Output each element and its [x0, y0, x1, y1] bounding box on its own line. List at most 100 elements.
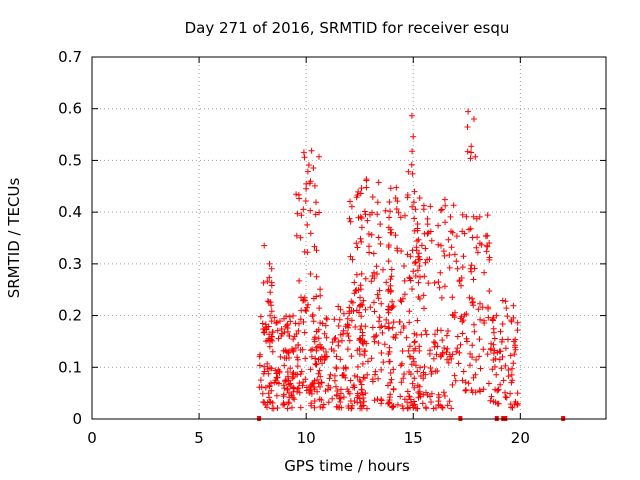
data-point: [340, 327, 347, 334]
data-point: [466, 294, 473, 301]
data-point: [459, 330, 466, 337]
data-point: [386, 400, 392, 407]
data-point: [487, 397, 494, 404]
data-point: [299, 382, 306, 389]
data-point: [471, 116, 477, 122]
data-point: [335, 323, 342, 329]
data-point: [449, 351, 456, 358]
data-point: [409, 170, 416, 177]
data-point: [351, 372, 358, 379]
data-point: [386, 199, 393, 205]
data-point: [319, 320, 326, 327]
data-point: [410, 404, 417, 411]
data-point: [484, 243, 491, 250]
data-point: [358, 270, 365, 277]
data-point: [308, 147, 315, 154]
data-point: [514, 402, 521, 408]
data-point: [296, 389, 303, 396]
data-point: [281, 362, 288, 369]
data-point: [304, 304, 310, 311]
data-point: [387, 185, 394, 192]
data-point: [374, 199, 381, 206]
data-point: [455, 360, 462, 367]
data-point: [322, 322, 329, 329]
data-point: [471, 328, 478, 335]
data-point: [427, 365, 434, 371]
data-point: [405, 168, 412, 175]
data-point: [348, 298, 355, 305]
data-point: [496, 356, 503, 363]
data-point: [409, 148, 416, 155]
data-point: [293, 232, 300, 239]
data-point: [311, 404, 318, 411]
data-point: [446, 252, 453, 258]
data-point: [360, 340, 367, 347]
data-point: [347, 198, 353, 205]
data-point: [411, 227, 418, 234]
data-point: [265, 370, 272, 377]
data-point: [407, 253, 414, 260]
data-point: [450, 202, 457, 209]
data-point: [398, 379, 405, 386]
data-point: [471, 321, 477, 328]
data-point: [266, 331, 273, 338]
data-point: [439, 404, 446, 411]
data-point: [389, 304, 396, 311]
data-point: [485, 304, 491, 311]
data-point: [469, 389, 476, 396]
data-point: [514, 390, 521, 397]
data-point: [307, 207, 314, 214]
data-point: [269, 348, 276, 355]
data-point: [358, 386, 365, 393]
data-point: [357, 235, 364, 242]
data-point: [454, 265, 461, 272]
data-point: [280, 347, 287, 354]
data-point: [328, 346, 335, 353]
data-point: [453, 258, 460, 265]
data-point: [316, 153, 322, 160]
data-point: [503, 305, 510, 312]
data-point: [395, 209, 402, 216]
data-point: [411, 339, 418, 346]
data-point: [303, 308, 310, 314]
data-point: [274, 374, 281, 381]
data-point: [289, 347, 296, 354]
data-point: [410, 199, 417, 206]
data-point: [479, 304, 486, 311]
data-point: [285, 373, 291, 380]
data-point: [268, 282, 275, 289]
data-point: [372, 333, 379, 340]
data-point: [257, 377, 264, 384]
data-point: [468, 143, 475, 150]
data-point: [368, 355, 375, 362]
data-point: [378, 300, 385, 307]
data-point: [337, 394, 344, 401]
data-point: [361, 375, 368, 382]
data-point: [288, 392, 295, 399]
data-point: [421, 305, 427, 312]
y-tick-label: 0: [72, 410, 82, 428]
axis-ticks: [91, 56, 606, 420]
data-point: [486, 288, 493, 294]
data-point: [467, 225, 474, 232]
data-point: [444, 402, 451, 409]
data-point: [284, 321, 291, 328]
x-tick-label: 20: [511, 429, 530, 447]
data-point: [469, 342, 476, 349]
data-point: [449, 294, 456, 301]
data-point: [486, 256, 493, 263]
data-point: [323, 334, 330, 341]
data-point: [281, 315, 287, 322]
data-point: [402, 212, 408, 219]
data-point: [354, 373, 361, 380]
data-point: [345, 324, 352, 331]
data-point: [266, 394, 273, 401]
data-point: [484, 212, 491, 219]
data-point: [432, 340, 439, 346]
data-point: [497, 381, 504, 388]
data-point: [262, 384, 269, 391]
data-point: [388, 266, 395, 273]
data-point: [347, 377, 354, 384]
data-point: [474, 234, 481, 241]
